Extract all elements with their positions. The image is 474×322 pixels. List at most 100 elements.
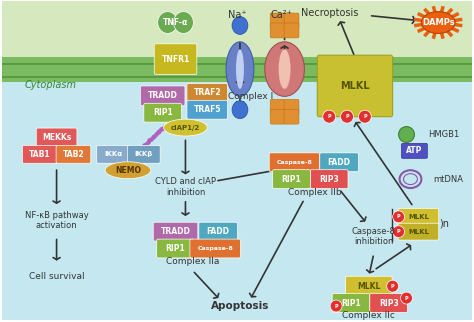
Text: IKKα: IKKα: [104, 151, 122, 157]
Text: P: P: [363, 114, 367, 119]
Point: [139, 144, 146, 149]
Ellipse shape: [105, 162, 151, 179]
Ellipse shape: [401, 292, 412, 304]
Point: [157, 127, 165, 132]
Point: [132, 151, 140, 156]
Text: DAMPs: DAMPs: [422, 18, 455, 27]
Ellipse shape: [387, 280, 399, 292]
FancyBboxPatch shape: [284, 13, 299, 28]
FancyBboxPatch shape: [320, 153, 358, 172]
Text: P: P: [391, 284, 394, 289]
Point: [146, 138, 153, 143]
Bar: [2, 57, 472, 82]
FancyBboxPatch shape: [128, 146, 160, 163]
Text: RIP1: RIP1: [153, 108, 173, 117]
Text: MLKL: MLKL: [408, 229, 429, 235]
Text: TNFR1: TNFR1: [162, 55, 190, 64]
Text: FADD: FADD: [207, 227, 230, 236]
Ellipse shape: [392, 226, 404, 238]
FancyBboxPatch shape: [199, 222, 237, 241]
Ellipse shape: [232, 16, 248, 34]
FancyBboxPatch shape: [140, 86, 185, 106]
Text: mtDNA: mtDNA: [433, 175, 463, 184]
Point: [131, 152, 138, 157]
Text: TRAF5: TRAF5: [193, 105, 221, 114]
FancyBboxPatch shape: [36, 128, 77, 147]
Text: RIP3: RIP3: [379, 298, 399, 308]
Ellipse shape: [173, 12, 193, 33]
Text: Complex I: Complex I: [228, 92, 273, 101]
Text: Complex IIc: Complex IIc: [342, 311, 395, 320]
FancyBboxPatch shape: [332, 294, 370, 312]
FancyBboxPatch shape: [157, 239, 194, 258]
FancyBboxPatch shape: [22, 146, 57, 163]
Point: [159, 125, 166, 130]
Bar: [2, 63, 472, 65]
Text: TRAF2: TRAF2: [193, 88, 221, 97]
FancyBboxPatch shape: [310, 170, 348, 189]
Text: TRADD: TRADD: [148, 91, 178, 100]
Point: [152, 131, 160, 137]
FancyBboxPatch shape: [153, 222, 198, 241]
FancyBboxPatch shape: [270, 23, 285, 38]
Text: MLKL: MLKL: [340, 81, 370, 91]
Bar: [2, 60, 472, 320]
Text: HMGB1: HMGB1: [428, 130, 460, 139]
Point: [128, 156, 135, 161]
Point: [124, 159, 132, 164]
FancyBboxPatch shape: [97, 146, 129, 163]
Ellipse shape: [164, 119, 207, 136]
Text: MLKL: MLKL: [408, 214, 429, 220]
Point: [134, 149, 142, 154]
Point: [136, 147, 143, 153]
Text: Caspase-8: Caspase-8: [276, 160, 312, 165]
Text: MEKKs: MEKKs: [42, 133, 71, 142]
Ellipse shape: [323, 110, 336, 123]
Text: Complex IIb: Complex IIb: [288, 187, 341, 196]
FancyBboxPatch shape: [401, 143, 428, 158]
Ellipse shape: [421, 12, 455, 33]
FancyBboxPatch shape: [370, 294, 408, 312]
Text: Apoptosis: Apoptosis: [211, 301, 269, 311]
Point: [141, 143, 148, 148]
Bar: [2, 1, 472, 60]
Point: [129, 154, 137, 159]
FancyBboxPatch shape: [270, 99, 285, 114]
FancyBboxPatch shape: [190, 239, 240, 258]
Point: [142, 141, 150, 146]
Ellipse shape: [399, 127, 414, 142]
Text: IKKβ: IKKβ: [135, 151, 153, 157]
FancyBboxPatch shape: [398, 223, 439, 240]
Text: Complex IIa: Complex IIa: [166, 257, 219, 266]
Text: Ca²⁺: Ca²⁺: [271, 10, 292, 20]
Bar: [2, 76, 472, 78]
FancyBboxPatch shape: [270, 109, 285, 124]
Text: Na⁺: Na⁺: [228, 10, 246, 20]
FancyBboxPatch shape: [284, 99, 299, 114]
Text: Caspase-8: Caspase-8: [197, 246, 233, 251]
Text: MLKL: MLKL: [357, 282, 381, 291]
Point: [137, 146, 145, 151]
Ellipse shape: [330, 300, 342, 312]
FancyBboxPatch shape: [269, 153, 320, 172]
Point: [147, 136, 155, 141]
Text: P: P: [397, 214, 401, 219]
Point: [151, 133, 158, 138]
Text: ATP: ATP: [406, 146, 423, 155]
FancyBboxPatch shape: [187, 100, 228, 119]
Text: TAB1: TAB1: [29, 150, 51, 159]
Text: P: P: [397, 229, 401, 234]
Ellipse shape: [232, 101, 248, 118]
Ellipse shape: [341, 110, 354, 123]
Text: P: P: [328, 114, 331, 119]
Text: RIP1: RIP1: [282, 175, 301, 184]
FancyBboxPatch shape: [273, 170, 310, 189]
Ellipse shape: [358, 110, 371, 123]
Text: CYLD and cIAP
inhibition: CYLD and cIAP inhibition: [155, 177, 216, 197]
Text: RIP3: RIP3: [319, 175, 339, 184]
Text: FADD: FADD: [328, 158, 351, 167]
Text: NEMO: NEMO: [115, 166, 141, 175]
Ellipse shape: [236, 49, 244, 89]
Point: [144, 139, 152, 145]
FancyBboxPatch shape: [284, 109, 299, 124]
